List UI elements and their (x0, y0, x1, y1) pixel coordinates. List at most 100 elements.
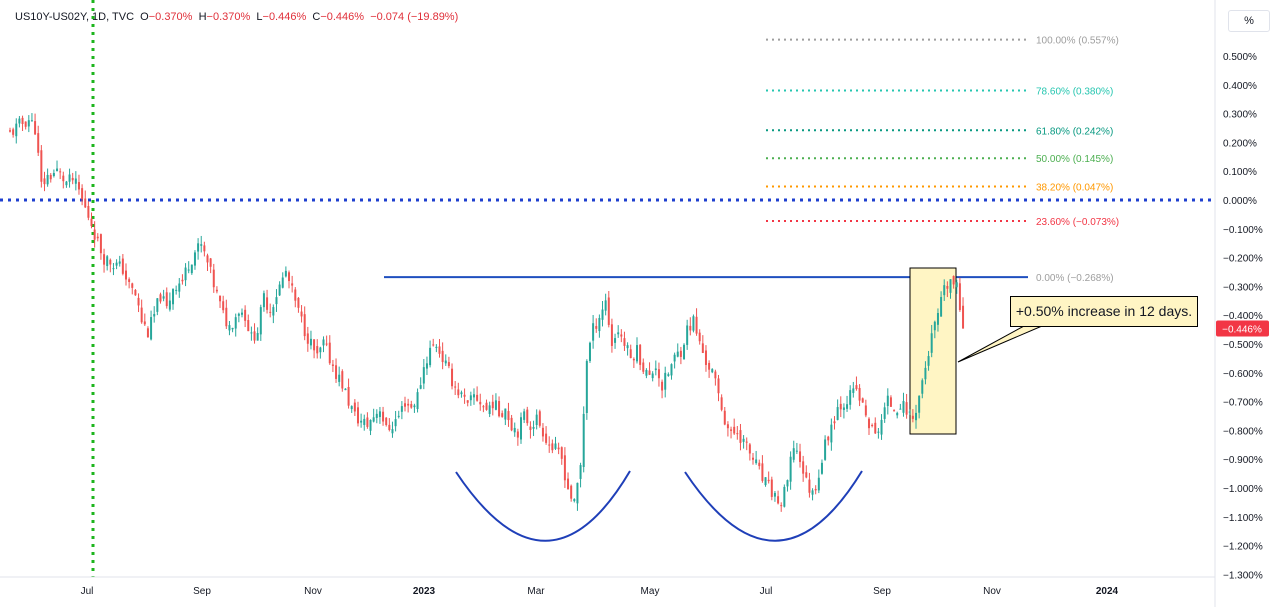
percent-scale-button[interactable]: % (1228, 10, 1270, 32)
candle-body (288, 272, 291, 282)
candle-body (219, 295, 222, 302)
candle-body (598, 317, 601, 332)
candle-body (118, 261, 121, 264)
candle-body (617, 332, 620, 335)
candle-body (341, 371, 344, 389)
candle-body (391, 429, 394, 434)
candle-body (814, 488, 817, 491)
candle-body (930, 333, 933, 353)
y-tick-label: −0.900% (1223, 455, 1263, 466)
y-tick-label: 0.400% (1223, 81, 1257, 92)
candle-body (915, 412, 918, 421)
candle-body (799, 451, 802, 462)
candle-body (846, 404, 849, 409)
candle-body (21, 117, 24, 124)
candle-body (172, 289, 175, 305)
candle-body (331, 364, 334, 366)
candle-body (632, 358, 635, 361)
y-tick-label: −0.500% (1223, 340, 1263, 351)
candle-body (880, 419, 883, 435)
y-tick-label: −1.200% (1223, 542, 1263, 553)
candle-body (830, 424, 833, 443)
candle-body (867, 418, 870, 429)
candle-body (563, 455, 566, 481)
candle-body (899, 408, 902, 410)
candle-body (388, 424, 391, 430)
candle-body (244, 309, 247, 321)
candle-body (783, 486, 786, 507)
candle-body (532, 426, 535, 429)
candle-body (535, 414, 538, 426)
candle-body (74, 178, 77, 184)
price-axis[interactable]: 0.500% 0.400% 0.300% 0.200% 0.100% 0.000% −0.1… (1223, 52, 1263, 581)
candle-body (736, 433, 739, 435)
candle-body (335, 365, 338, 379)
y-tick-label: 0.500% (1223, 52, 1257, 63)
candle-body (864, 405, 867, 416)
candle-body (34, 121, 37, 135)
candle-body (291, 283, 294, 286)
candle-body (883, 407, 886, 419)
time-axis[interactable]: Jul Sep Nov 2023 Mar May Jul Sep Nov 2024 (81, 586, 1119, 597)
candle-body (792, 448, 795, 460)
candle-body (394, 419, 397, 427)
candle-body (645, 369, 648, 376)
candle-body (68, 174, 71, 182)
x-tick-label: 2023 (413, 586, 436, 597)
candle-body (457, 389, 460, 396)
candle-body (322, 339, 325, 346)
fibonacci-retracement[interactable]: 100.00% (0.557%) 78.60% (0.380%) 61.80% (0… (766, 36, 1119, 285)
candle-body (701, 343, 704, 353)
candle-body (303, 314, 306, 337)
candle-body (65, 181, 68, 186)
candle-body (764, 477, 767, 486)
drawing-lines[interactable] (0, 0, 1215, 577)
candle-body (607, 297, 610, 325)
candle-body (958, 283, 961, 311)
candle-body (212, 269, 215, 288)
candle-body (601, 309, 604, 320)
highlight-box[interactable] (909, 267, 957, 435)
candle-body (77, 182, 80, 190)
candle-body (81, 188, 84, 200)
candle-body (642, 362, 645, 372)
candle-body (905, 402, 908, 415)
y-tick-label: 0.000% (1223, 196, 1257, 207)
candle-body (297, 297, 300, 308)
candle-body (112, 268, 115, 270)
candle-body (523, 411, 526, 420)
candle-body (146, 328, 149, 338)
candle-body (742, 438, 745, 442)
candle-body (413, 405, 416, 408)
candle-body (300, 311, 303, 317)
y-tick-label: −0.800% (1223, 426, 1263, 437)
y-tick-label: −0.400% (1223, 311, 1263, 322)
candle-body (927, 356, 930, 366)
candle-body (538, 411, 541, 426)
candle-body (626, 345, 629, 349)
candle-body (510, 417, 513, 431)
y-tick-label: −0.700% (1223, 398, 1263, 409)
cup-arcs[interactable] (455, 470, 863, 542)
symbol-label[interactable]: US10Y-US02Y, 1D, TVC (15, 11, 135, 23)
x-tick-label: Mar (527, 586, 545, 597)
candle-body (175, 289, 178, 291)
candle-body (755, 459, 758, 464)
candle-body (689, 325, 692, 331)
candle-body (758, 462, 761, 467)
callout-annotation[interactable]: +0.50% increase in 12 days. (1010, 296, 1198, 327)
candle-body (162, 296, 165, 299)
fib-level-label: 23.60% (−0.073%) (1036, 217, 1119, 228)
fib-level-label: 0.00% (−0.268%) (1036, 273, 1114, 284)
y-tick-label: 0.100% (1223, 167, 1257, 178)
candle-body (889, 397, 892, 407)
candle-body (275, 297, 278, 305)
candle-body (369, 419, 372, 431)
candle-body (620, 334, 623, 337)
candle-body (222, 301, 225, 311)
candle-body (573, 499, 576, 502)
candle-body (711, 369, 714, 373)
y-tick-label: −1.100% (1223, 513, 1263, 524)
fib-level-label: 38.20% (0.047%) (1036, 182, 1113, 193)
